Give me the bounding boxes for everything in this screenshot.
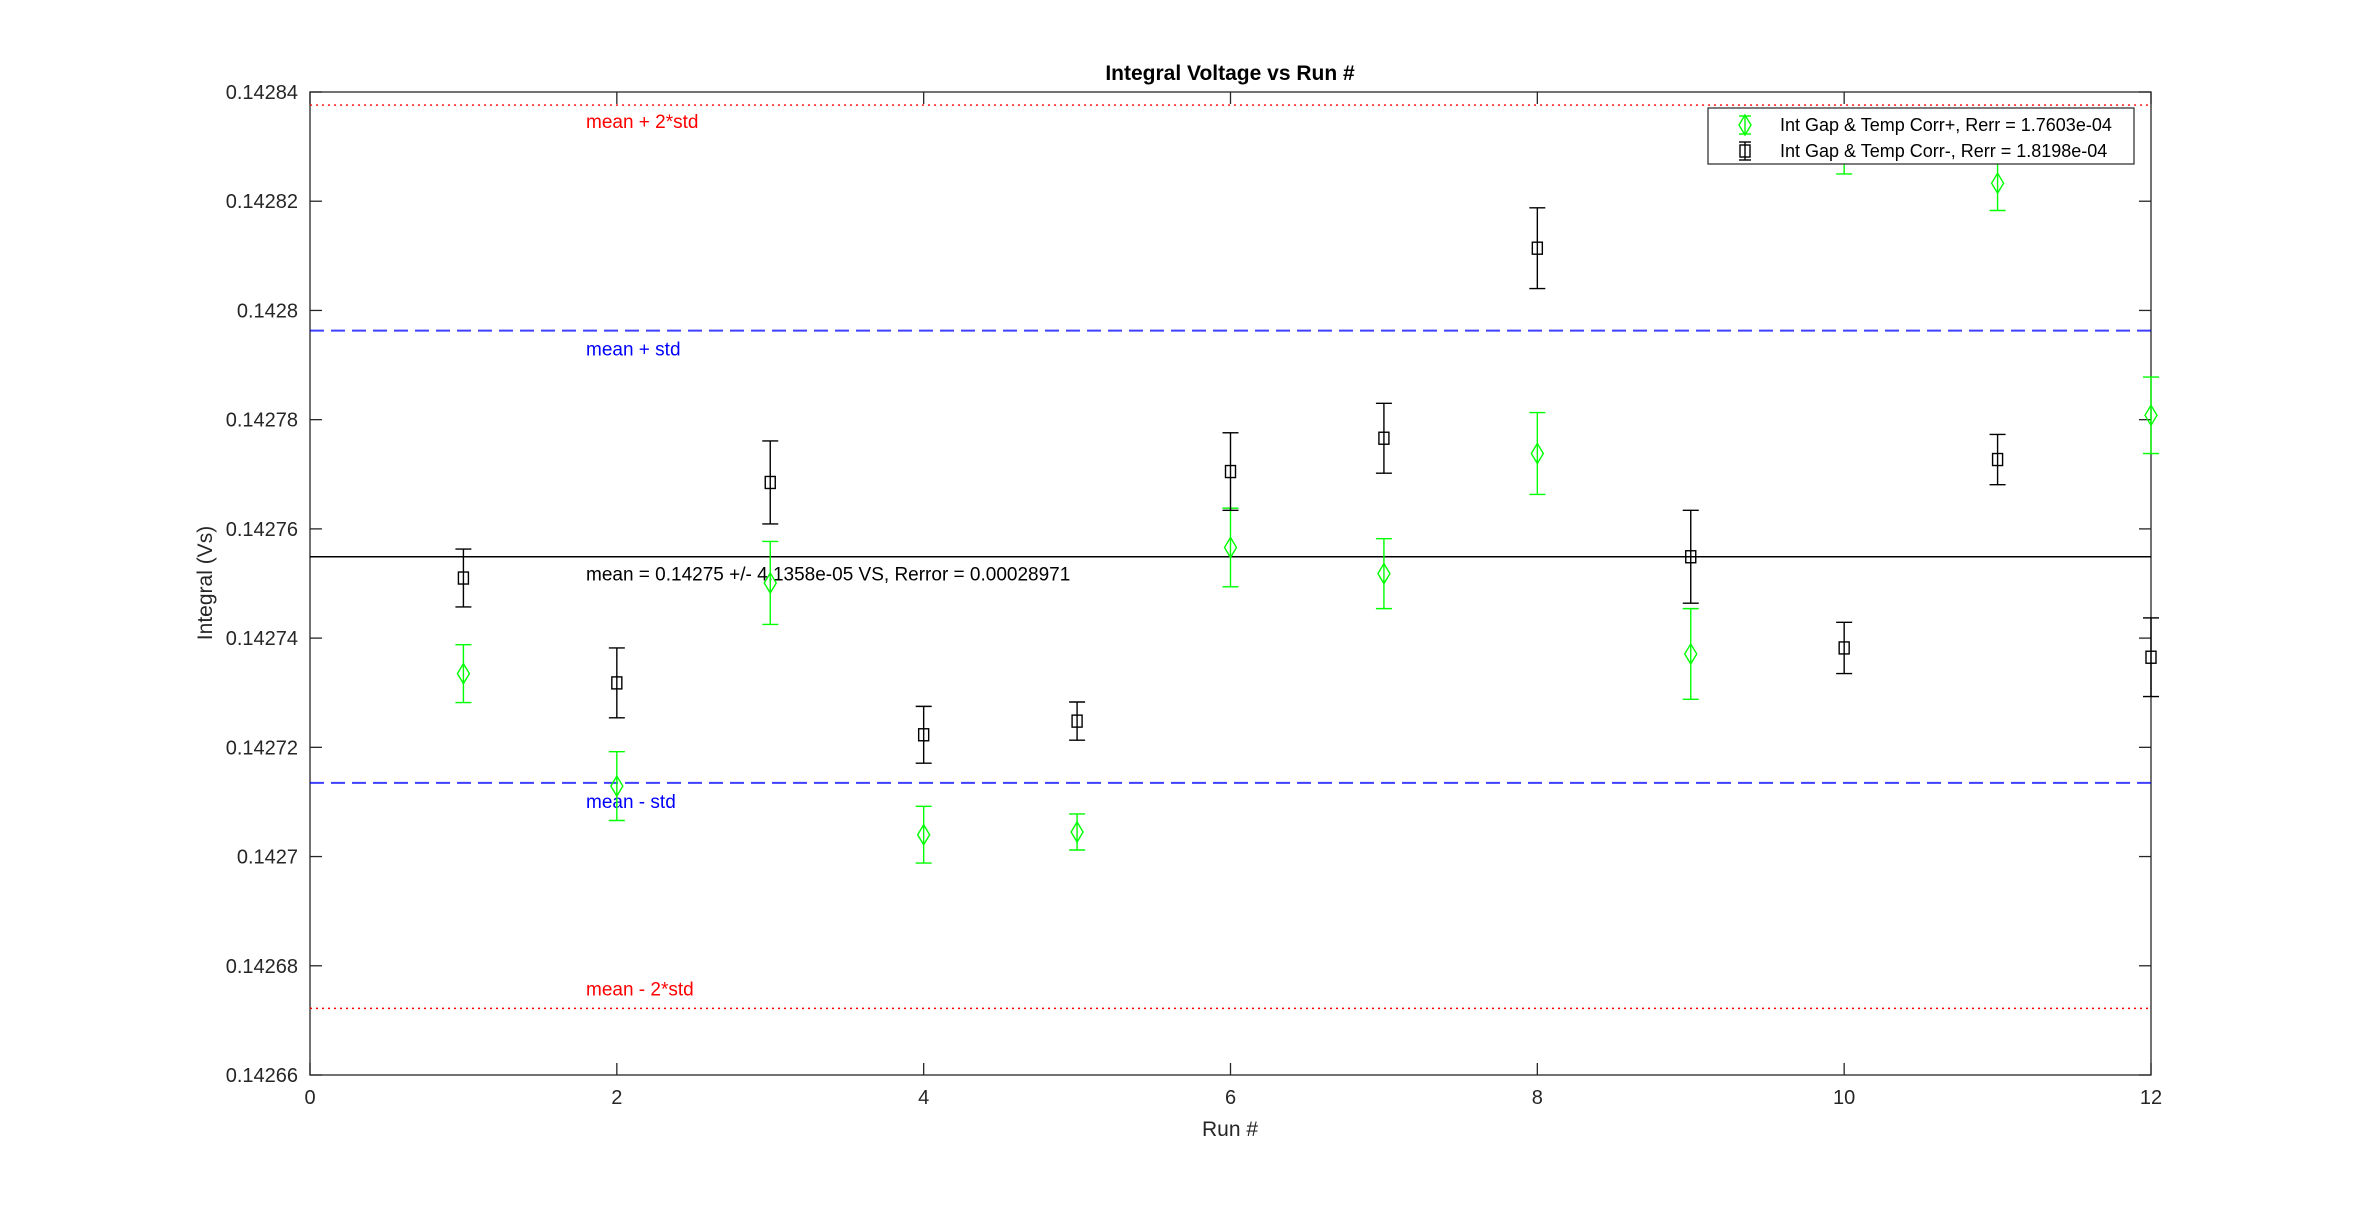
x-tick-label: 12 — [2140, 1087, 2162, 1109]
diamond-marker — [2144, 403, 2158, 427]
data-point — [1529, 207, 1546, 290]
square-marker — [611, 676, 623, 690]
data-point — [1682, 607, 1699, 700]
reference-line-label: mean = 0.14275 +/- 4.1358e-05 VS, Rerror… — [586, 565, 1070, 586]
square-marker — [1739, 144, 1751, 158]
data-point — [762, 440, 779, 525]
square-marker — [457, 571, 470, 585]
legend-marker-square — [1739, 141, 1751, 161]
data-point — [762, 540, 779, 626]
legend: Int Gap & Temp Corr+, Rerr = 1.7603e-04 … — [1707, 107, 2135, 165]
data-point — [1836, 621, 1853, 675]
data-point — [1222, 432, 1239, 512]
x-tick-label: 0 — [304, 1087, 315, 1109]
y-tick-label: 0.14272 — [226, 737, 298, 759]
square-marker — [1838, 641, 1850, 655]
data-point — [1989, 433, 2006, 486]
legend-marker-diamond — [1738, 113, 1752, 137]
data-point — [1069, 701, 1086, 741]
y-tick-label: 0.14268 — [226, 956, 298, 978]
chart-title: Integral Voltage vs Run # — [1105, 62, 1355, 85]
diamond-marker — [1223, 536, 1238, 559]
square-marker — [2145, 650, 2157, 664]
y-tick-label: 0.14274 — [226, 628, 298, 650]
data-point — [2143, 376, 2159, 455]
square-marker — [1378, 431, 1390, 445]
x-tick-label: 6 — [1225, 1087, 1236, 1109]
data-point — [455, 548, 472, 608]
square-marker — [1531, 241, 1544, 255]
reference-line-label: mean + std — [586, 340, 681, 361]
y-axis-label: Integral (Vs) — [194, 526, 217, 640]
diamond-marker — [1530, 442, 1545, 465]
data-point — [915, 705, 932, 764]
data-point — [608, 647, 625, 719]
diamond-marker — [1070, 820, 1084, 844]
square-marker — [917, 728, 930, 742]
legend-box — [1707, 107, 2135, 165]
diamond-marker — [456, 662, 471, 685]
square-marker — [1991, 452, 2004, 467]
y-tick-label: 0.14284 — [226, 82, 298, 104]
reference-line-label: mean - 2*std — [586, 979, 694, 1000]
y-tick-label: 0.14278 — [226, 410, 298, 432]
data-point — [1529, 411, 1546, 496]
y-tick-label: 0.1427 — [237, 847, 298, 869]
x-tick-label: 10 — [1833, 1087, 1855, 1109]
reference-line-label: mean + 2*std — [586, 112, 699, 133]
diamond-marker — [610, 774, 624, 798]
data-point — [1375, 538, 1392, 610]
data-point — [1375, 402, 1392, 474]
square-marker — [1685, 550, 1697, 564]
y-tick-label: 0.14266 — [226, 1065, 298, 1087]
diamond-marker — [1377, 562, 1391, 586]
x-tick-label: 2 — [611, 1087, 622, 1109]
y-tick-label: 0.14276 — [226, 519, 298, 541]
data-point — [915, 805, 932, 864]
reference-line-label: mean - std — [586, 792, 676, 813]
data-point — [1069, 813, 1086, 851]
legend-entry-corr-minus: Int Gap & Temp Corr-, Rerr = 1.8198e-04 — [1780, 141, 2107, 161]
y-tick-label: 0.14282 — [226, 191, 298, 213]
data-point — [2143, 617, 2159, 698]
diamond-marker — [916, 823, 931, 847]
data-point — [455, 643, 472, 704]
x-tick-label: 4 — [918, 1087, 929, 1109]
square-marker — [1071, 714, 1083, 728]
y-tick-label: 0.1428 — [237, 300, 298, 322]
x-tick-label: 8 — [1532, 1087, 1543, 1109]
legend-entry-corr-plus: Int Gap & Temp Corr+, Rerr = 1.7603e-04 — [1780, 115, 2112, 135]
diamond-marker — [1738, 113, 1752, 137]
diamond-marker — [1990, 171, 2005, 195]
square-marker — [764, 475, 776, 490]
square-marker — [1224, 464, 1237, 479]
data-point — [608, 751, 625, 822]
diamond-marker — [1683, 642, 1698, 666]
diamond-marker — [763, 571, 778, 595]
x-axis-label: Run # — [1202, 1118, 1258, 1141]
data-point — [1682, 509, 1699, 604]
data-point — [1222, 507, 1239, 588]
